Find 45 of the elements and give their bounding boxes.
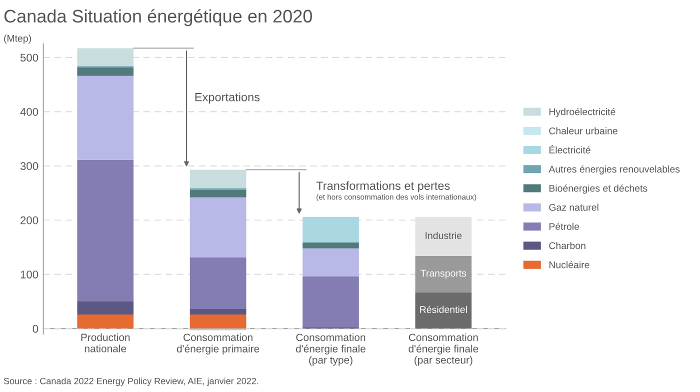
bar (77, 314, 134, 329)
y-tick-label: 300 (20, 162, 38, 170)
legend-label: Hydroélectricité (549, 108, 616, 118)
y-tick-label: 400 (20, 108, 38, 116)
bar (77, 160, 134, 302)
bar (302, 242, 359, 248)
legend-label: Électricité (549, 144, 590, 154)
y-tick-label: 100 (20, 270, 38, 278)
bar (190, 197, 246, 258)
bar (302, 216, 359, 242)
legend-label: Bioénergies et déchets (549, 184, 648, 194)
legend-label: Charbon (549, 242, 586, 250)
x-tick-label: Production nationale (81, 333, 130, 352)
legend-label: Autres énergies renouvelables (548, 165, 680, 175)
bar (302, 248, 359, 277)
legend-label: Pétrole (549, 222, 580, 230)
bar (190, 258, 246, 310)
annotation: Exportations (195, 92, 260, 104)
y-tick-label: 500 (20, 54, 38, 62)
bar (190, 314, 246, 329)
bar (190, 170, 246, 188)
bar (190, 190, 246, 198)
bar (77, 67, 134, 76)
bar (77, 48, 134, 66)
bar (415, 292, 472, 329)
y-axis-title: (Mtep) (4, 34, 31, 44)
bar (415, 256, 472, 292)
series-label: Transports (420, 270, 466, 279)
chart-title: Canada Situation énergétique en 2020 (4, 9, 312, 26)
bar (190, 309, 246, 314)
legend-label: Chaleur urbaine (549, 127, 618, 134)
bar (302, 276, 359, 328)
y-tick-label: 200 (20, 216, 38, 224)
x-tick-label: Consommation d'énergie primaire (176, 333, 260, 354)
legend-label: Nucléaire (549, 260, 590, 268)
x-tick-label: Consommation d'énergie finale (par secteur) (408, 333, 478, 366)
x-tick-label: Consommation d'énergie finale (par type) (296, 333, 366, 366)
y-tick-label: 0 (32, 324, 38, 333)
annotation: Transformations et pertes (316, 181, 450, 192)
legend-label: Gaz naturel (549, 204, 598, 211)
series-label: Résidentiel (420, 306, 467, 314)
series-label: Industrie (426, 232, 462, 239)
bar (77, 301, 134, 314)
source-note: Source : Canada 2022 Energy Policy Review, AIE, janvier 2022. (4, 378, 258, 386)
bar (77, 76, 134, 160)
